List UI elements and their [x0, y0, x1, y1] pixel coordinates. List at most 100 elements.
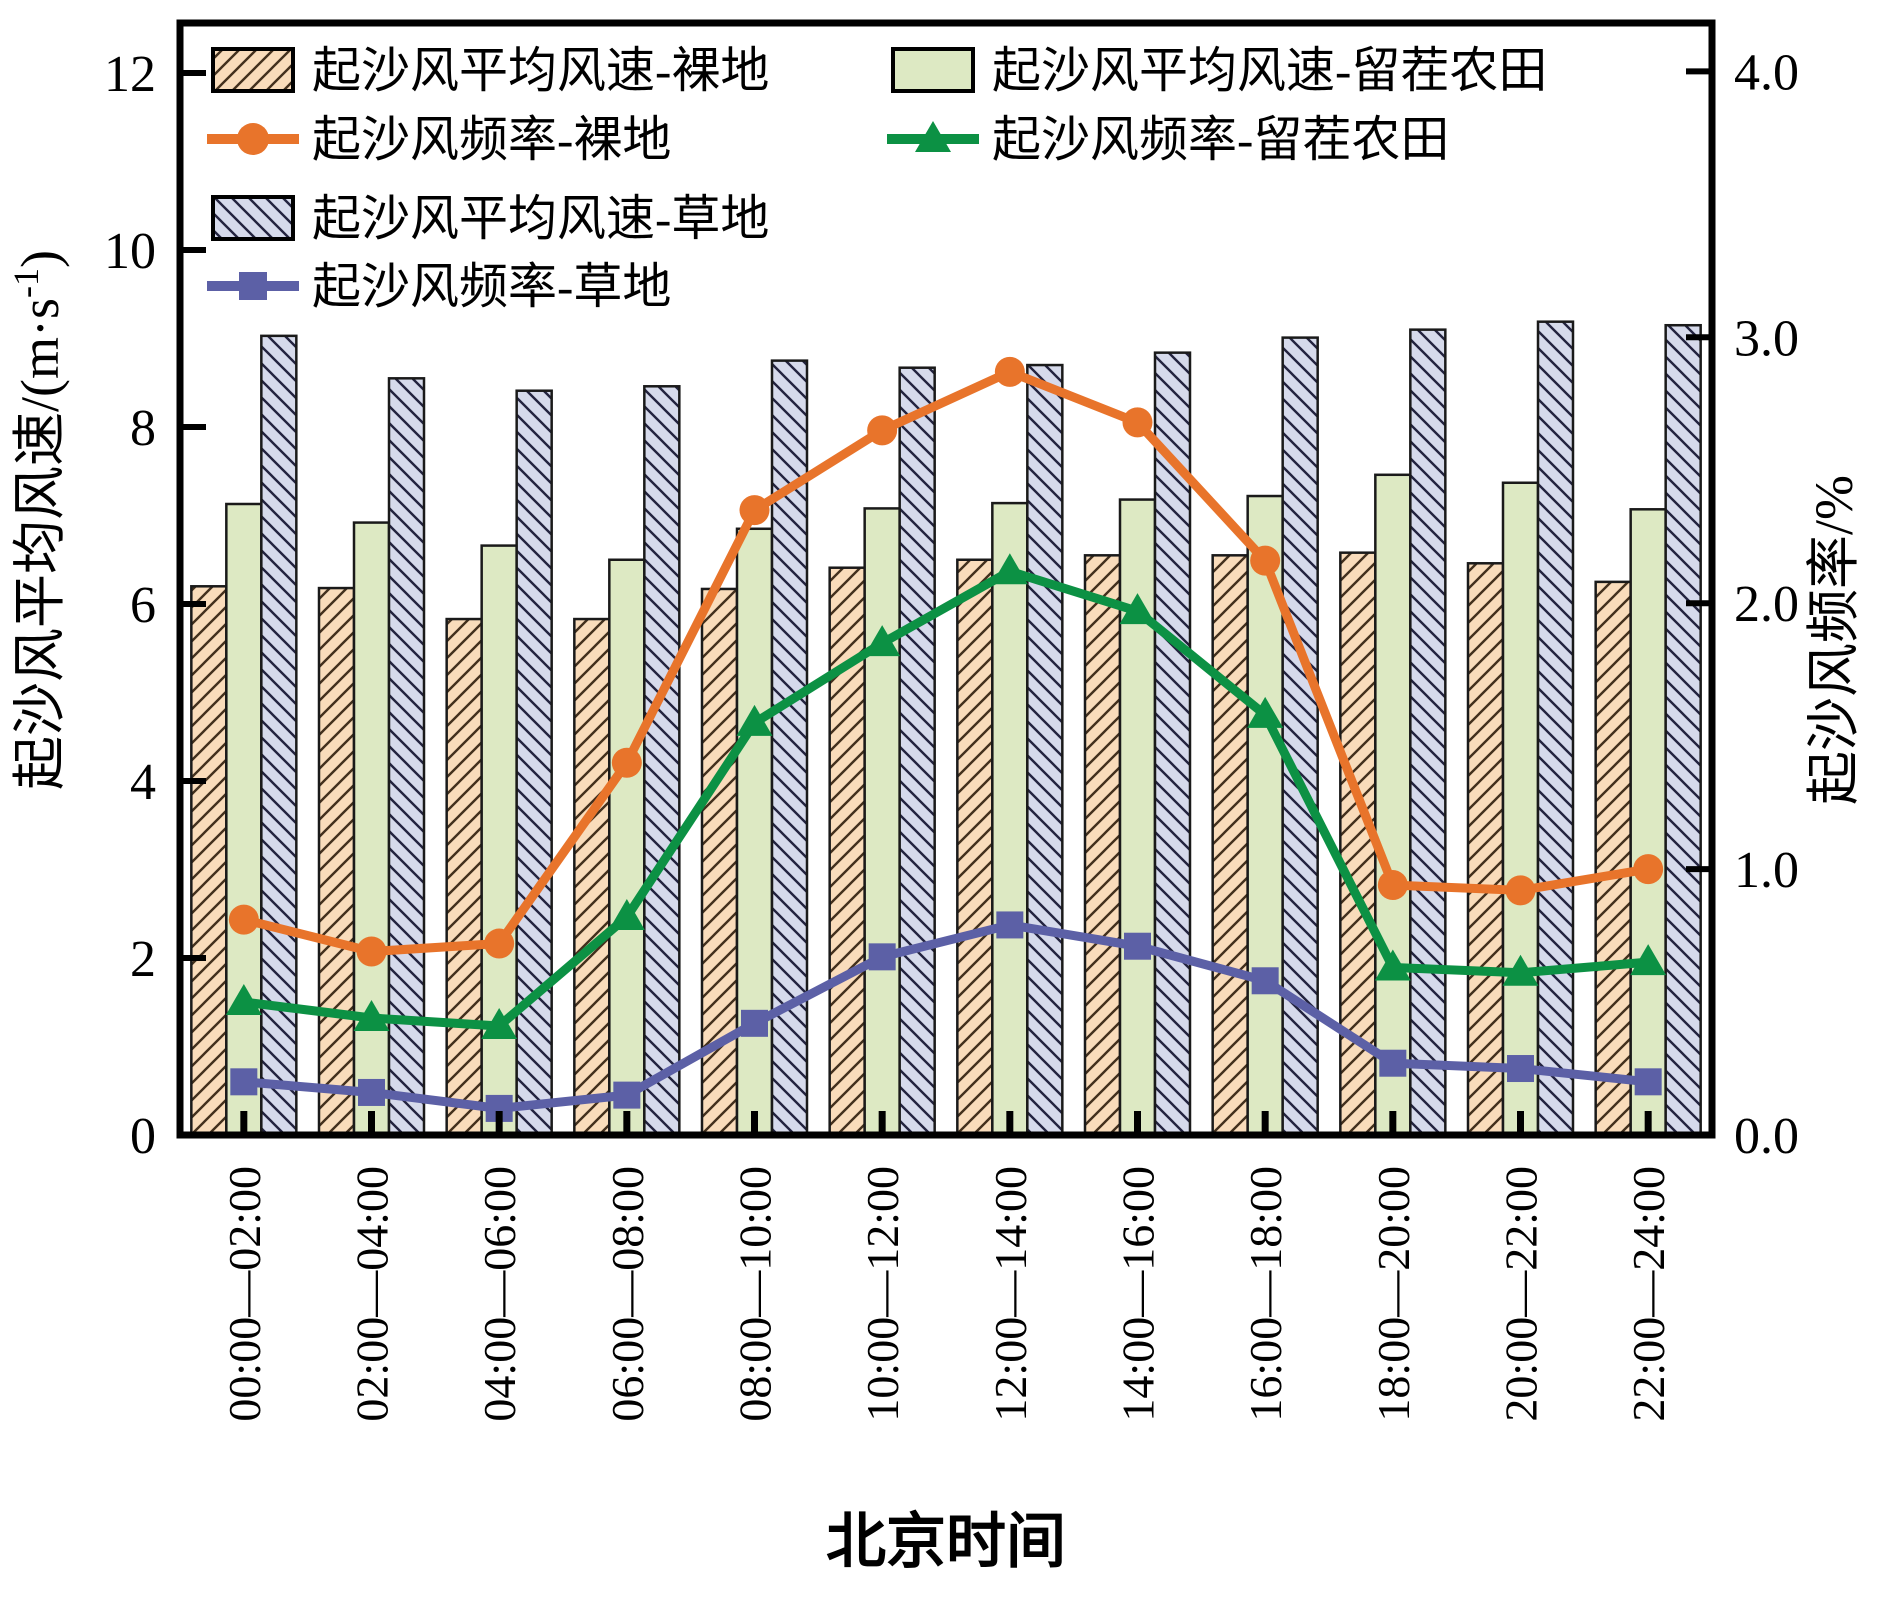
- marker-circle-bare-land-4: [739, 495, 770, 526]
- x-axis-tick-label-9: 18:00—20:00: [1368, 1166, 1419, 1422]
- legend-entry-1-1: 起沙风频率-留茬农田: [887, 112, 1449, 167]
- plot-frame: [176, 19, 1716, 1139]
- left-axis-tick-label-8: 8: [130, 400, 156, 457]
- bar-grassland-0: [260, 334, 298, 1137]
- bar-grassland-9: [1409, 328, 1447, 1137]
- legend-entry-0-0: 起沙风平均风速-裸地: [211, 43, 769, 98]
- x-axis-tick-label-11: 22:00—24:00: [1623, 1166, 1674, 1422]
- marker-square-grassland-10: [1507, 1055, 1534, 1083]
- x-axis-tick-label-3: 06:00—08:00: [602, 1166, 653, 1422]
- x-axis-tick-label-4: 08:00—10:00: [730, 1166, 781, 1422]
- x-axis-tick-label-6: 12:00—14:00: [985, 1166, 1036, 1422]
- marker-square-grassland-3: [613, 1081, 641, 1109]
- legend-swatch-bar-grassland: [211, 195, 295, 241]
- bar-stubble-farmland-9: [1374, 473, 1412, 1137]
- marker-triangle-stubble-farmland-2: [481, 1007, 518, 1039]
- line-bare-land: [242, 366, 1649, 957]
- left-axis-tick-label-6: 6: [130, 577, 156, 634]
- right-axis-tick-label-0.0: 0.0: [1734, 1108, 1799, 1165]
- bar-stubble-farmland-5: [863, 507, 901, 1137]
- bar-bare-land-11: [1594, 580, 1632, 1137]
- legend-label: 起沙风频率-裸地: [312, 112, 671, 167]
- left-axis-tick-label-4: 4: [130, 754, 156, 811]
- legend-label: 起沙风平均风速-草地: [312, 191, 769, 246]
- marker-triangle-stubble-farmland-9: [1374, 949, 1411, 981]
- right-axis-title: 起沙风频率/%: [1804, 475, 1864, 805]
- x-axis-tick-label-5: 10:00—12:00: [857, 1166, 908, 1422]
- marker-circle-bare-land-7: [1122, 407, 1153, 438]
- marker-circle-bare-land-3: [611, 747, 642, 778]
- marker-circle-bare-land-5: [867, 415, 898, 446]
- x-axis-tick-label-2: 04:00—06:00: [474, 1166, 525, 1422]
- bar-stubble-farmland-0: [225, 502, 263, 1137]
- bar-series-bare-land: [190, 551, 1632, 1137]
- legend-marker-triangle-stubble-farmland: [915, 121, 951, 152]
- legend-entry-0-1: 起沙风频率-裸地: [207, 112, 671, 167]
- marker-circle-bare-land-8: [1250, 545, 1281, 576]
- bar-bare-land-2: [445, 617, 483, 1137]
- bar-grassland-11: [1664, 323, 1702, 1137]
- bar-stubble-farmland-3: [608, 558, 646, 1137]
- bar-stubble-farmland-2: [480, 544, 518, 1137]
- legend-marker-square-grassland: [239, 272, 267, 300]
- x-axis-tick-label-8: 16:00—18:00: [1240, 1166, 1291, 1422]
- x-axis-title: 北京时间: [826, 1509, 1066, 1575]
- marker-circle-bare-land-1: [356, 936, 387, 967]
- legend-swatch-bar-stubble-farmland: [891, 47, 975, 93]
- bar-grassland-10: [1536, 320, 1575, 1137]
- line-grassland: [243, 920, 1649, 1113]
- bar-bare-land-8: [1211, 554, 1249, 1137]
- marker-circle-bare-land-11: [1633, 854, 1664, 885]
- marker-triangle-stubble-farmland-1: [353, 1000, 390, 1032]
- lines-layer: [225, 356, 1667, 1122]
- line-series-bare-land: [228, 356, 1664, 967]
- bar-grassland-1: [387, 377, 426, 1137]
- bar-grassland-3: [643, 385, 681, 1137]
- marker-triangle-stubble-farmland-0: [225, 984, 262, 1016]
- marker-square-grassland-9: [1379, 1049, 1407, 1077]
- right-axis-tick-label-2.0: 2.0: [1734, 576, 1799, 633]
- x-axis-tick-label-10: 20:00—22:00: [1496, 1166, 1547, 1422]
- line-series-stubble-farmland: [225, 553, 1667, 1039]
- bar-stubble-farmland-4: [735, 527, 774, 1137]
- bar-bare-land-7: [1083, 554, 1122, 1137]
- marker-triangle-stubble-farmland-6: [991, 553, 1028, 585]
- marker-triangle-stubble-farmland-3: [608, 898, 645, 930]
- legend-swatch-bar-bare-land: [211, 47, 295, 93]
- bar-grassland-7: [1153, 351, 1192, 1137]
- x-axis-tick-label-1: 02:00—04:00: [347, 1166, 398, 1422]
- line-series-grassland: [230, 911, 1662, 1122]
- marker-triangle-stubble-farmland-5: [864, 625, 901, 657]
- right-axis-tick-label-1.0: 1.0: [1734, 842, 1799, 899]
- bar-bare-land-10: [1466, 562, 1505, 1137]
- legend-entry-0-3: 起沙风频率-草地: [207, 259, 671, 314]
- marker-triangle-stubble-farmland-11: [1630, 944, 1667, 976]
- legend-entry-0-2: 起沙风平均风速-草地: [211, 191, 769, 246]
- x-axis-tick-label-0: 00:00—02:00: [219, 1166, 270, 1422]
- left-axis-tick-label-0: 0: [130, 1108, 156, 1165]
- marker-triangle-stubble-farmland-4: [736, 704, 773, 736]
- bar-bare-land-0: [190, 585, 228, 1137]
- marker-square-grassland-8: [1251, 967, 1279, 995]
- marker-square-grassland-6: [996, 911, 1024, 939]
- right-axis-tick-label-4.0: 4.0: [1734, 44, 1799, 101]
- marker-square-grassland-4: [741, 1009, 768, 1037]
- legend-label: 起沙风频率-留茬农田: [992, 112, 1449, 167]
- bar-grassland-6: [1026, 363, 1064, 1137]
- marker-square-grassland-5: [868, 943, 896, 971]
- bar-grassland-5: [898, 366, 936, 1137]
- legend-marker-circle-bare-land: [237, 123, 269, 155]
- marker-triangle-stubble-farmland-10: [1502, 954, 1539, 986]
- left-axis-tick-label-2: 2: [130, 931, 156, 988]
- left-axis-tick-label-12: 12: [104, 46, 156, 103]
- marker-triangle-stubble-farmland-8: [1247, 696, 1284, 728]
- bar-bare-land-1: [317, 586, 356, 1137]
- bar-stubble-farmland-6: [991, 501, 1029, 1137]
- marker-circle-bare-land-6: [994, 356, 1025, 387]
- bar-bare-land-6: [956, 558, 994, 1137]
- legend-label: 起沙风平均风速-留茬农田: [992, 43, 1547, 98]
- marker-circle-bare-land-2: [484, 928, 515, 959]
